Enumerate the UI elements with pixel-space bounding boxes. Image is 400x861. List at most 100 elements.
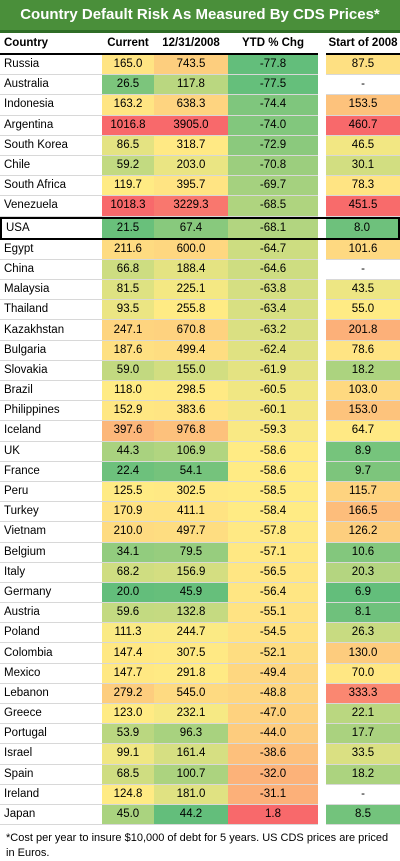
start-cell: 8.5 [326,804,400,826]
table-row: Iceland 397.6 976.8 -59.3 64.7 [0,421,400,442]
table-row: Argentina 1016.8 3905.0 -74.0 460.7 [0,115,400,136]
table-row: Mexico 147.7 291.8 -49.4 70.0 [0,663,400,684]
table-row: South Korea 86.5 318.7 -72.9 46.5 [0,135,400,156]
current-cell: 20.0 [102,582,154,604]
country-cell: Venezuela [0,196,102,217]
gap-cell [318,804,326,826]
start-cell: 33.5 [326,744,400,765]
gap-cell [318,744,326,765]
gap-cell [318,340,326,361]
date-cell: 54.1 [154,461,228,482]
table-row: Poland 111.3 244.7 -54.5 26.3 [0,623,400,644]
start-cell: 8.9 [326,441,400,462]
header-date: 12/31/2008 [154,33,228,55]
gap-cell [318,421,326,442]
gap-cell [318,135,326,156]
current-cell: 1016.8 [102,115,154,136]
date-cell: 232.1 [154,704,228,725]
country-cell: Slovakia [0,361,102,381]
gap-cell [318,155,326,177]
header-start: Start of 2008 [326,33,400,55]
ytd-cell: -56.5 [228,562,318,583]
country-cell: France [0,462,102,482]
country-cell: Turkey [0,502,102,523]
country-cell: Austria [0,603,102,624]
country-cell: Chile [0,156,102,177]
country-cell: Bulgaria [0,341,102,361]
gap-cell [318,522,326,543]
country-cell: Indonesia [0,95,102,116]
ytd-cell: -48.8 [228,683,318,704]
ytd-cell: -38.6 [228,744,318,765]
table-row: China 66.8 188.4 -64.6- [0,259,400,281]
start-cell: 8.0 [326,216,400,240]
current-cell: 165.0 [102,55,154,76]
country-cell: Spain [0,765,102,785]
ytd-cell: -74.4 [228,95,318,116]
table-row: Germany 20.0 45.9 -56.4 6.9 [0,582,400,604]
country-cell: Iceland [0,421,102,442]
table-row: Malaysia 81.5 225.1 -63.8 43.5 [0,280,400,301]
table-row: Lebanon 279.2 545.0 -48.8 333.3 [0,683,400,704]
current-cell: 187.6 [102,340,154,361]
current-cell: 152.9 [102,401,154,422]
date-cell: 44.2 [154,804,228,826]
current-cell: 45.0 [102,804,154,826]
country-cell: Argentina [0,116,102,136]
country-cell: Israel [0,744,102,765]
ytd-cell: -68.5 [228,196,318,217]
country-cell: Kazakhstan [0,320,102,341]
table-row: South Africa 119.7 395.7 -69.7 78.3 [0,176,400,197]
start-cell: 6.9 [326,582,400,604]
date-cell: 117.8 [154,75,228,96]
current-cell: 111.3 [102,623,154,644]
country-cell: South Korea [0,136,102,156]
date-cell: 100.7 [154,764,228,785]
table-row: Australia 26.5 117.8 -77.5- [0,75,400,96]
start-cell: 153.0 [326,401,400,422]
current-cell: 93.5 [102,300,154,321]
ytd-cell: -77.8 [228,55,318,76]
date-cell: 302.5 [154,481,228,503]
table-row: Portugal 53.9 96.3 -44.0 17.7 [0,724,400,745]
current-cell: 68.5 [102,764,154,785]
country-cell: Poland [0,623,102,644]
ytd-cell: -31.1 [228,784,318,805]
start-cell: 8.1 [326,603,400,624]
start-cell: 26.3 [326,623,400,644]
start-cell: - [326,259,400,281]
country-cell: Brazil [0,381,102,402]
current-cell: 59.2 [102,155,154,177]
date-cell: 96.3 [154,724,228,745]
date-cell: 67.4 [154,216,228,240]
header-gap [318,33,326,55]
start-cell: 78.6 [326,340,400,361]
ytd-cell: -60.1 [228,401,318,422]
gap-cell [318,582,326,604]
current-cell: 59.0 [102,360,154,381]
ytd-cell: -69.7 [228,176,318,197]
current-cell: 125.5 [102,481,154,503]
table-row: Austria 59.6 132.8 -55.1 8.1 [0,603,400,624]
table-row: Spain 68.5 100.7 -32.0 18.2 [0,764,400,785]
gap-cell [318,115,326,136]
table-row: Belgium 34.1 79.5 -57.1 10.6 [0,542,400,563]
ytd-cell: -32.0 [228,764,318,785]
date-cell: 255.8 [154,300,228,321]
country-cell: Italy [0,563,102,583]
gap-cell [318,239,326,260]
start-cell: 43.5 [326,280,400,301]
header-row: Country Current 12/31/2008 YTD % Chg Sta… [0,33,400,55]
country-cell: Vietnam [0,522,102,543]
date-cell: 244.7 [154,623,228,644]
gap-cell [318,75,326,96]
ytd-cell: 1.8 [228,804,318,826]
gap-cell [318,95,326,116]
date-cell: 156.9 [154,562,228,583]
gap-cell [318,55,326,76]
start-cell: 18.2 [326,360,400,381]
country-cell: Japan [0,805,102,826]
start-cell: 55.0 [326,300,400,321]
header-current: Current [102,33,154,55]
gap-cell [318,562,326,583]
